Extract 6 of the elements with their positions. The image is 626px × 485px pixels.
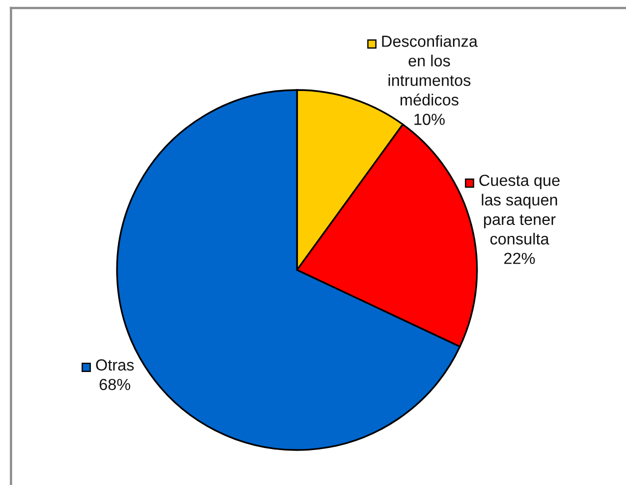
data-label: 10% xyxy=(414,114,445,126)
data-label: 22% xyxy=(504,252,535,264)
legend-label: Cuesta que las saquen para tener consulta xyxy=(479,174,560,245)
legend-label: Desconfianza en los intrumentos médicos xyxy=(382,35,478,106)
data-label: 68% xyxy=(100,378,130,390)
legend-label: Otras xyxy=(96,359,134,371)
